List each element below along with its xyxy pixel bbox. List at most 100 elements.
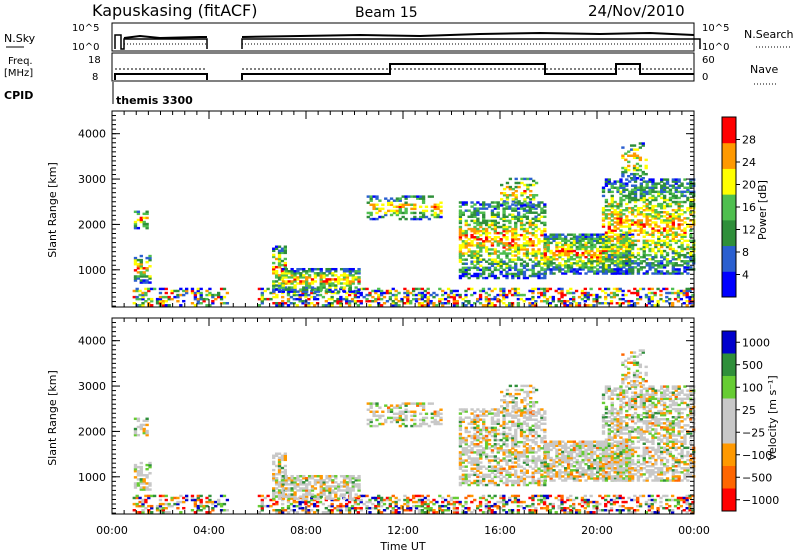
power-cell — [519, 225, 524, 229]
velocity-cell — [633, 494, 637, 498]
power-cell — [505, 185, 510, 189]
power-cell — [406, 295, 410, 299]
power-cell — [319, 267, 323, 271]
power-cell — [315, 297, 320, 301]
power-cell — [369, 199, 373, 202]
velocity-cell — [277, 472, 282, 476]
power-cell — [613, 237, 617, 241]
power-cell — [493, 262, 498, 265]
power-cell — [552, 266, 556, 269]
velocity-cell — [339, 489, 344, 492]
power-cell — [564, 249, 568, 253]
velocity-cell — [566, 506, 570, 510]
power-cell — [645, 182, 649, 185]
velocity-cell — [545, 494, 550, 498]
velocity-cell — [359, 509, 363, 512]
power-cell — [639, 229, 643, 232]
power-cell — [633, 223, 638, 226]
power-cell — [322, 286, 326, 289]
power-cell — [561, 239, 565, 243]
power-cell — [479, 223, 483, 227]
power-cell — [479, 248, 483, 251]
power-cell — [636, 247, 641, 251]
velocity-cell — [479, 414, 483, 417]
power-cell — [610, 213, 614, 216]
power-cell — [569, 237, 574, 241]
velocity-cell — [446, 500, 451, 504]
power-cell — [625, 239, 629, 243]
power-cell — [331, 272, 335, 275]
velocity-cell — [350, 506, 355, 510]
power-cell — [487, 304, 491, 307]
power-cell — [484, 238, 489, 241]
power-cell — [642, 245, 646, 249]
power-cell — [142, 281, 146, 284]
velocity-cell — [283, 509, 288, 512]
power-cell — [481, 304, 486, 307]
velocity-cell — [685, 511, 689, 514]
power-cell — [464, 295, 468, 299]
power-cell — [622, 253, 626, 257]
power-cell — [641, 287, 646, 291]
power-cell — [296, 270, 300, 273]
power-cell — [345, 267, 350, 271]
power-cell — [668, 219, 673, 222]
power-cell — [674, 188, 678, 192]
velocity-cell — [362, 502, 366, 506]
power-cell — [665, 258, 670, 261]
power-cell — [404, 203, 408, 206]
power-cell — [676, 295, 681, 299]
velocity-cell — [353, 498, 358, 502]
velocity-cell — [470, 447, 474, 450]
power-cell — [610, 186, 614, 189]
power-cell — [575, 262, 579, 265]
power-cell — [441, 289, 445, 293]
power-cell — [328, 290, 332, 293]
power-cell — [386, 209, 391, 213]
power-cell — [624, 158, 628, 162]
power-cell — [473, 238, 477, 241]
velocity-cell — [433, 420, 437, 424]
power-cell — [581, 266, 585, 269]
power-cell — [680, 204, 684, 208]
velocity-cell — [327, 504, 331, 508]
velocity-cell — [366, 422, 370, 426]
power-cell — [619, 237, 623, 241]
power-cell — [531, 254, 535, 257]
velocity-cell — [638, 504, 643, 508]
power-cell — [566, 268, 571, 271]
velocity-cell — [476, 453, 480, 456]
power-cell — [293, 290, 297, 293]
velocity-cell — [427, 402, 432, 405]
power-cell — [587, 253, 591, 257]
power-cell — [665, 287, 669, 291]
power-cell — [552, 239, 556, 243]
power-cell — [609, 291, 614, 295]
power-cell — [336, 297, 340, 301]
power-cell — [645, 231, 649, 234]
power-cell — [337, 278, 341, 281]
velocity-cell — [476, 467, 480, 470]
power-cell — [528, 209, 532, 212]
power-cell — [310, 270, 315, 273]
velocity-cell — [274, 464, 279, 468]
power-cell — [619, 190, 623, 194]
velocity-cell — [476, 451, 480, 454]
velocity-cell — [290, 474, 294, 478]
power-cell — [657, 243, 661, 247]
power-cell — [461, 233, 465, 237]
power-cell — [199, 302, 203, 305]
power-cell — [680, 272, 684, 275]
power-cell — [671, 194, 675, 198]
power-cell — [668, 229, 673, 232]
velocity-cell — [280, 466, 285, 470]
power-cell — [638, 164, 643, 168]
power-cell — [619, 272, 623, 275]
power-cell — [499, 289, 503, 293]
velocity-cell — [274, 495, 279, 498]
power-cell — [595, 293, 599, 297]
velocity-cell — [438, 494, 442, 498]
power-cell — [461, 268, 465, 272]
velocity-cell — [342, 474, 347, 478]
power-cell — [671, 266, 675, 269]
